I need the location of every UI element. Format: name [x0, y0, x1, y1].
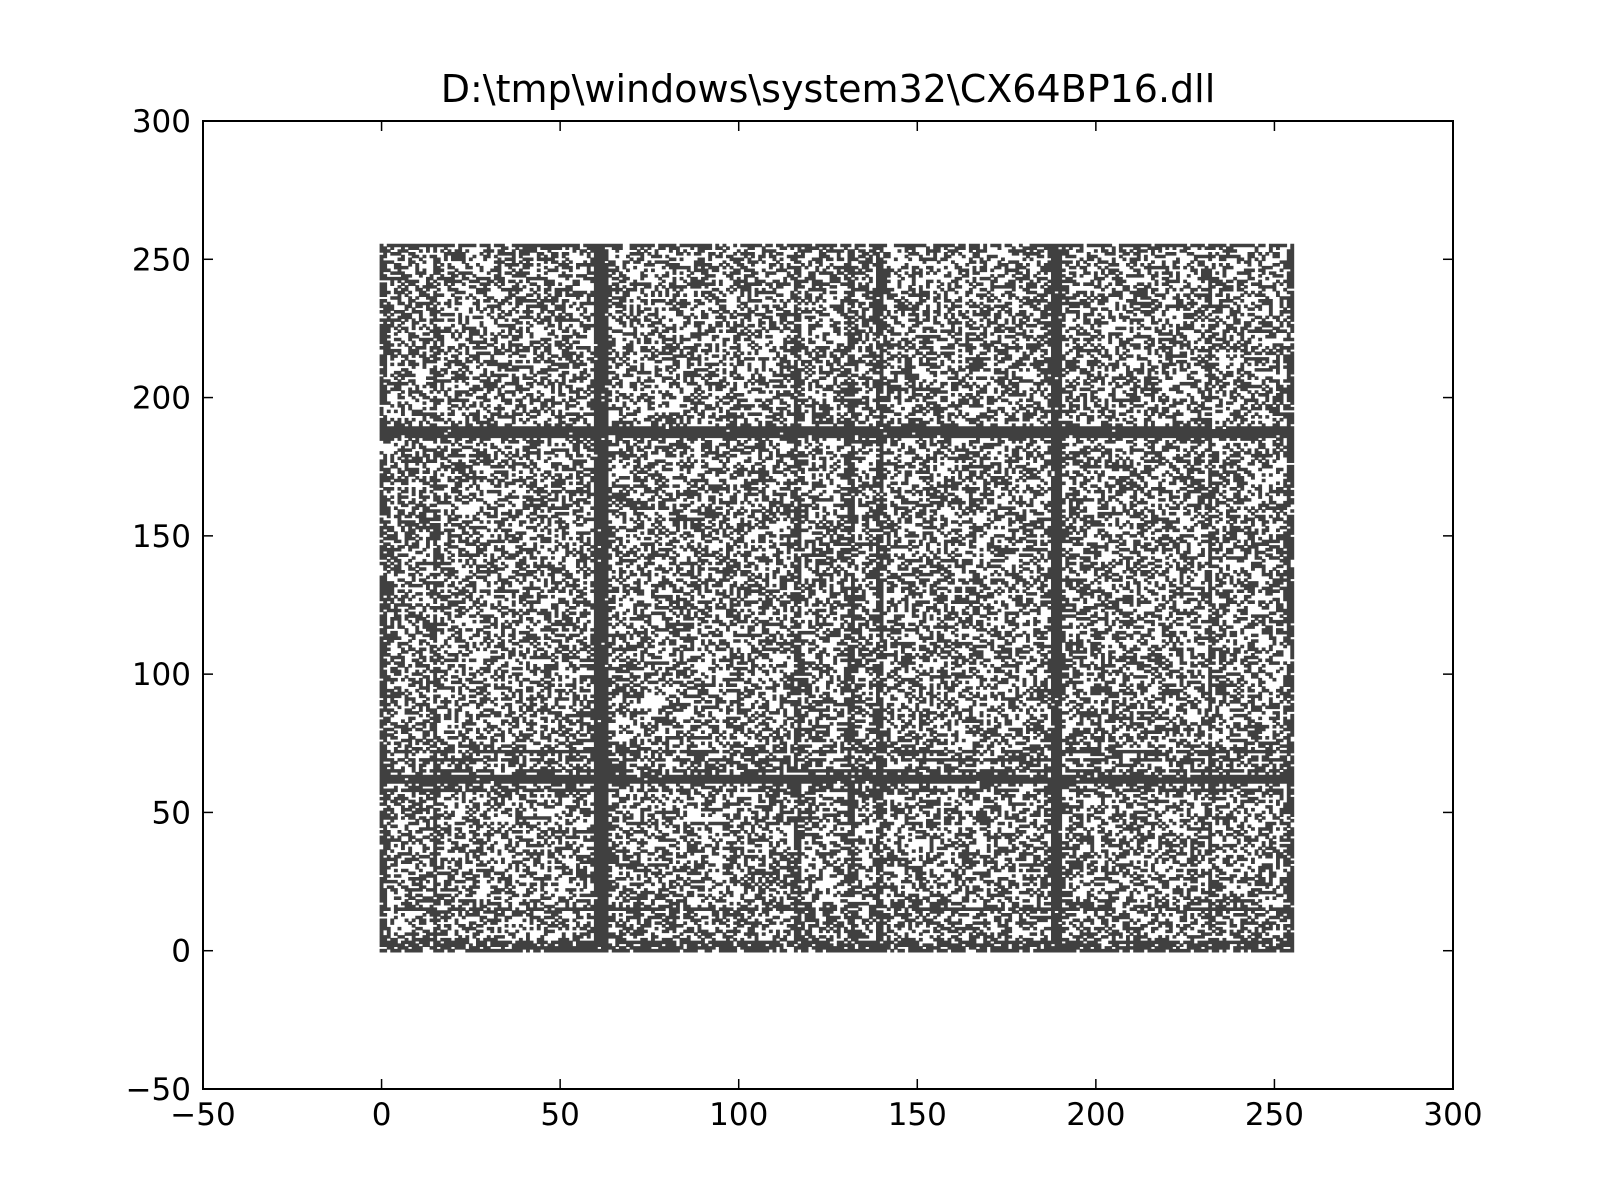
x-tick-label: 50: [540, 1097, 579, 1133]
x-tick-label: 200: [1066, 1097, 1125, 1133]
x-tick-label: 100: [709, 1097, 768, 1133]
y-tick-label: 200: [132, 381, 191, 417]
y-tick-label: 250: [132, 242, 191, 278]
y-tick-label: 150: [132, 519, 191, 555]
y-tick-label: −50: [126, 1072, 191, 1108]
data-points: [379, 243, 1295, 953]
scatter-points: [379, 243, 1295, 953]
x-tick-label: −50: [170, 1097, 235, 1133]
tick-labels: −50 0 50 100 150 200 250 300 −50 0 50 100 150 200 250 3…: [126, 104, 1483, 1133]
x-tick-label: 300: [1423, 1097, 1482, 1133]
y-tick-label: 50: [152, 795, 191, 831]
y-tick-label: 300: [132, 104, 191, 140]
x-tick-label: 0: [372, 1097, 392, 1133]
x-tick-label: 150: [888, 1097, 947, 1133]
y-tick-label: 100: [132, 657, 191, 693]
y-tick-label: 0: [171, 934, 191, 970]
chart-title: D:\tmp\windows\system32\CX64BP16.dll: [440, 67, 1216, 111]
plot-frame: [202, 120, 1454, 1090]
x-tick-label: 250: [1245, 1097, 1304, 1133]
